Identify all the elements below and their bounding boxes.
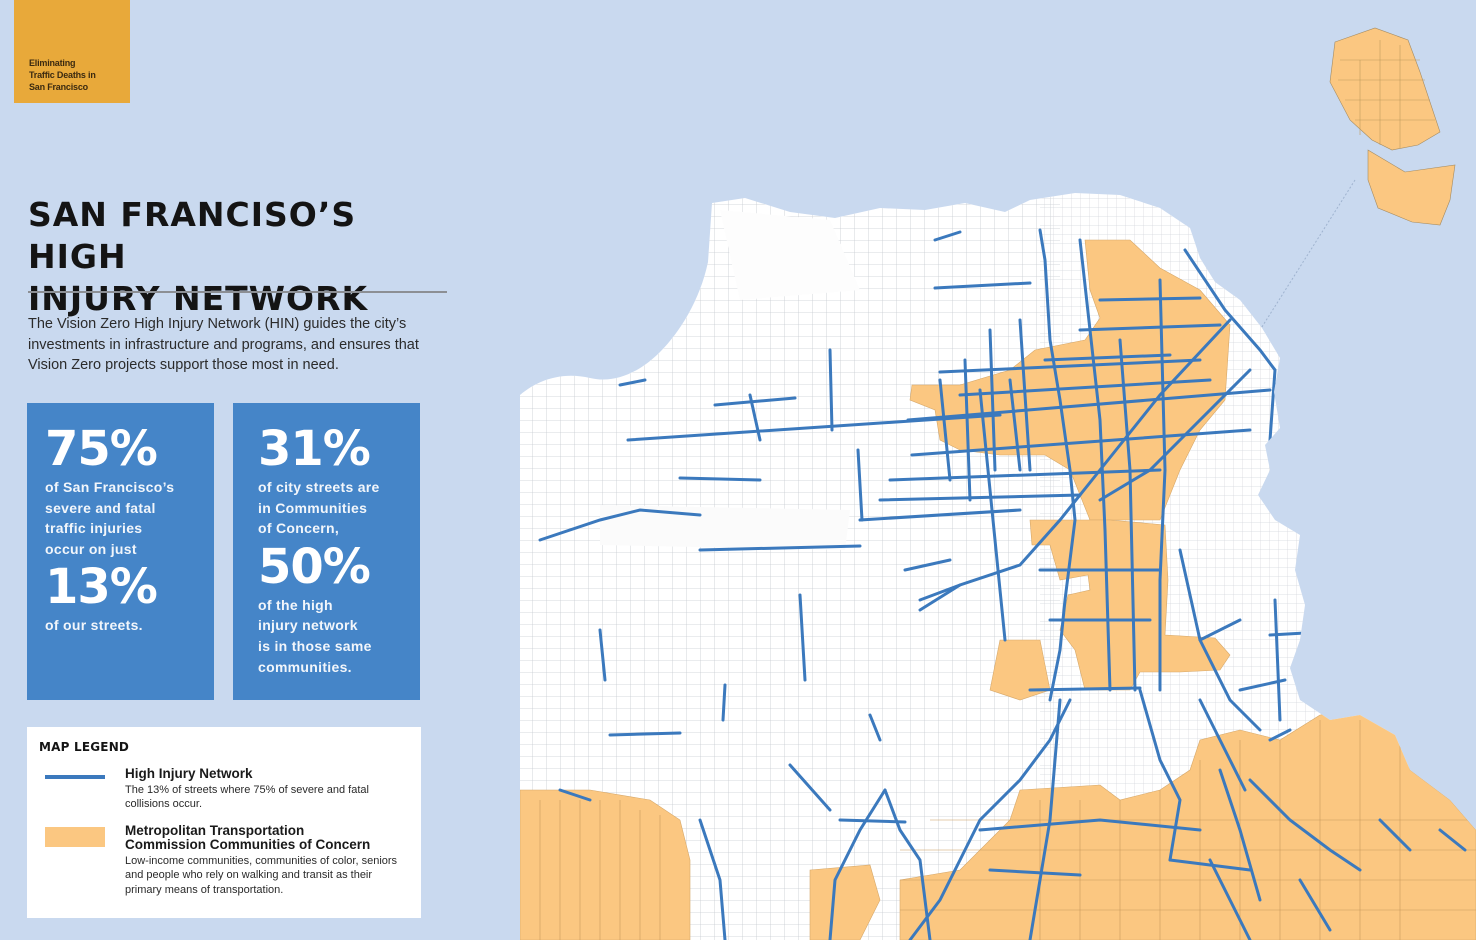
title-line-2: INJURY NETWORK xyxy=(28,279,369,318)
stat-big-value: 31% xyxy=(258,421,371,477)
title-line-1: SAN FRANCISO’S HIGH xyxy=(28,195,357,276)
tag-line-1: Eliminating xyxy=(29,58,76,68)
stat-text: severe and fatal xyxy=(45,499,156,516)
stat-text: of city streets are xyxy=(258,479,380,495)
yerba-buena-island xyxy=(1367,149,1456,226)
legend-item-name: Metropolitan Transportation xyxy=(125,823,305,838)
legend-title: MAP LEGEND xyxy=(39,740,130,754)
legend-item-desc: The 13% of streets where 75% of severe a… xyxy=(125,784,369,811)
stat-text: is in those same xyxy=(258,637,372,654)
intro-paragraph: The Vision Zero High Injury Network (HIN… xyxy=(28,316,419,373)
tag-line-2: Traffic Deaths in xyxy=(29,70,96,80)
stat-text: communities. xyxy=(258,658,352,675)
legend-item-high-injury-network: High Injury Network The 13% of streets w… xyxy=(45,767,405,812)
map-legend: MAP LEGEND High Injury Network The 13% o… xyxy=(27,727,421,918)
series-tag: Eliminating Traffic Deaths in San Franci… xyxy=(14,0,130,103)
stat-text: of San Francisco’s xyxy=(45,479,175,495)
legend-line-swatch xyxy=(45,775,105,779)
legend-item-name: High Injury Network xyxy=(125,766,253,781)
legend-item-communities-of-concern: Metropolitan Transportation Commission C… xyxy=(45,824,405,897)
stat-text: of Concern, xyxy=(258,520,340,537)
stat-big-value: 75% xyxy=(45,421,158,477)
stat-text: in Communities xyxy=(258,499,368,516)
stat-text: of the high xyxy=(258,596,333,613)
legend-item-desc: Low-income communities, communities of c… xyxy=(125,855,398,896)
page-title: SAN FRANCISO’S HIGH INJURY NETWORK xyxy=(28,194,458,320)
stat-big-value: 13% xyxy=(45,559,158,616)
stat-text: of our streets. xyxy=(45,617,143,634)
high-injury-network xyxy=(538,228,1467,940)
treasure-island xyxy=(1329,27,1441,151)
legend-item-name: Commission Communities of Concern xyxy=(125,837,371,852)
stat-box-injuries: 75% of San Francisco’s severe and fatal … xyxy=(27,403,214,700)
title-divider xyxy=(28,291,447,293)
tag-line-3: San Francisco xyxy=(29,82,88,92)
legend-fill-swatch xyxy=(45,827,105,847)
stat-text: traffic injuries xyxy=(45,520,143,537)
stat-text: injury network xyxy=(258,617,358,634)
stat-box-communities: 31% of city streets are in Communities o… xyxy=(233,403,420,700)
stat-text: occur on just xyxy=(45,540,137,557)
stat-big-value: 50% xyxy=(258,538,371,595)
